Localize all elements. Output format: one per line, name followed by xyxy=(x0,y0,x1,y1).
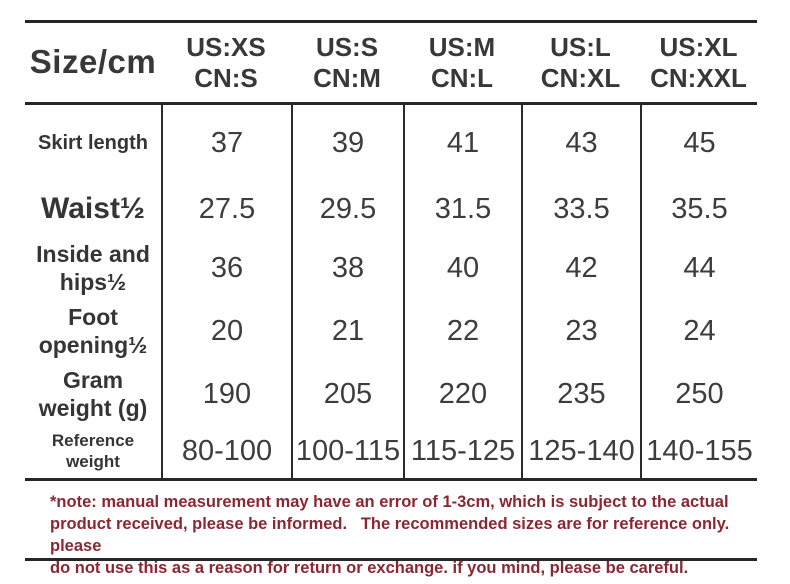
cell-hips-m: 40 xyxy=(403,237,521,299)
column-header-us-l: US:L CN:XL xyxy=(521,20,640,105)
cell-gram-s: 205 xyxy=(291,363,403,425)
column-header-us-xl: US:XL CN:XXL xyxy=(640,20,757,105)
cell-skirt-length-s: 39 xyxy=(291,105,403,181)
cell-hips-xs: 36 xyxy=(161,237,291,299)
column-header-us-m: US:M CN:L xyxy=(403,20,521,105)
cell-refweight-l: 125-140 xyxy=(521,425,640,481)
measurement-note: *note: manual measurement may have an er… xyxy=(50,493,730,577)
cell-foot-l: 23 xyxy=(521,299,640,363)
row-label-inside-hips: Inside and hips½ xyxy=(36,240,150,295)
cell-gram-m: 220 xyxy=(403,363,521,425)
cell-waist-m: 31.5 xyxy=(403,181,521,237)
cell-foot-xs: 20 xyxy=(161,299,291,363)
cell-gram-xl: 250 xyxy=(640,363,757,425)
cell-gram-xs: 190 xyxy=(161,363,291,425)
column-header-us-s: US:S CN:M xyxy=(291,20,403,105)
cell-foot-s: 21 xyxy=(291,299,403,363)
bottom-divider xyxy=(25,558,757,561)
cell-waist-xl: 35.5 xyxy=(640,181,757,237)
cell-hips-xl: 44 xyxy=(640,237,757,299)
cell-skirt-length-xs: 37 xyxy=(161,105,291,181)
cell-refweight-m: 115-125 xyxy=(403,425,521,481)
cell-skirt-length-l: 43 xyxy=(521,105,640,181)
row-label-gram-weight: Gram weight (g) xyxy=(38,366,148,421)
row-label-reference-weight: Reference weight xyxy=(25,425,161,481)
row-label-foot-opening: Foot opening½ xyxy=(38,303,148,358)
table-corner-title: Size/cm xyxy=(25,20,161,105)
cell-refweight-s: 100-115 xyxy=(291,425,403,481)
column-header-us-xs: US:XS CN:S xyxy=(161,20,291,105)
cell-refweight-xs: 80-100 xyxy=(161,425,291,481)
cell-foot-m: 22 xyxy=(403,299,521,363)
cell-hips-s: 38 xyxy=(291,237,403,299)
cell-gram-l: 235 xyxy=(521,363,640,425)
cell-hips-l: 42 xyxy=(521,237,640,299)
cell-refweight-xl: 140-155 xyxy=(640,425,757,481)
cell-waist-s: 29.5 xyxy=(291,181,403,237)
cell-skirt-length-m: 41 xyxy=(403,105,521,181)
cell-waist-l: 33.5 xyxy=(521,181,640,237)
row-label-skirt-length: Skirt length xyxy=(37,131,148,154)
cell-skirt-length-xl: 45 xyxy=(640,105,757,181)
row-label-waist: Waist½ xyxy=(41,191,145,225)
cell-foot-xl: 24 xyxy=(640,299,757,363)
cell-waist-xs: 27.5 xyxy=(161,181,291,237)
size-table: Size/cm US:XS CN:S US:S CN:M US:M CN:L U… xyxy=(25,20,757,481)
